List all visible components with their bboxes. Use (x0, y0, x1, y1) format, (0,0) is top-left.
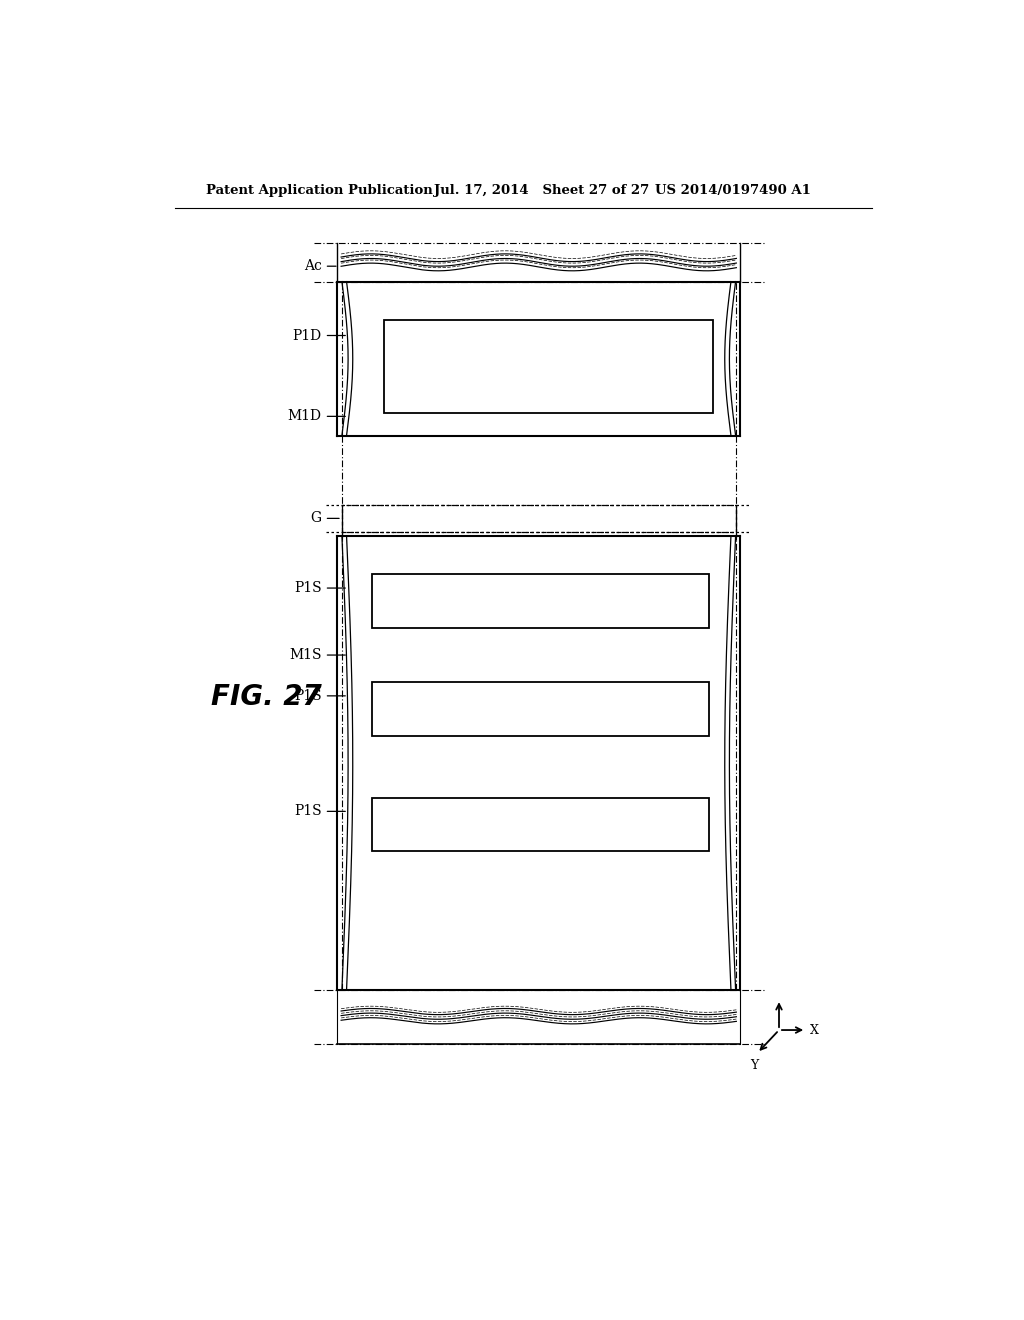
Text: Ac: Ac (304, 259, 336, 273)
Text: M1S: M1S (289, 648, 345, 663)
Bar (342, 506, 735, 532)
Text: M1D: M1D (288, 409, 345, 424)
Text: Y: Y (750, 1059, 759, 1072)
Bar (372, 682, 710, 737)
Text: P1S: P1S (294, 581, 345, 595)
Bar (372, 574, 710, 628)
Text: P1S: P1S (294, 689, 345, 702)
Text: P1S: P1S (294, 804, 345, 818)
Bar (372, 797, 710, 851)
Text: Patent Application Publication: Patent Application Publication (206, 185, 432, 197)
Text: G: G (310, 511, 339, 525)
Text: US 2014/0197490 A1: US 2014/0197490 A1 (655, 185, 811, 197)
Text: X: X (810, 1023, 819, 1036)
Text: FIG. 27: FIG. 27 (211, 684, 322, 711)
Text: Jul. 17, 2014   Sheet 27 of 27: Jul. 17, 2014 Sheet 27 of 27 (434, 185, 649, 197)
Bar (384, 321, 713, 412)
Text: P1D: P1D (293, 329, 345, 342)
